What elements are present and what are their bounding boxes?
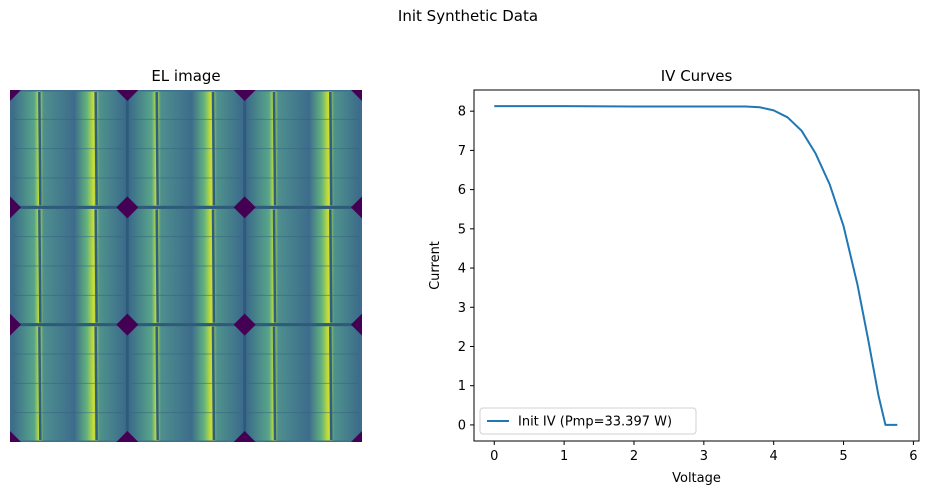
y-tick-label: 5 (458, 222, 466, 237)
el-busbar (272, 209, 277, 323)
el-corner (116, 196, 139, 219)
y-axis: 0 1 2 3 4 5 6 7 8 (458, 105, 474, 433)
el-corner (233, 313, 256, 336)
y-tick-label: 4 (458, 262, 466, 277)
el-image-title: EL image (151, 67, 221, 85)
y-tick-label: 2 (458, 340, 466, 355)
el-busbar (272, 91, 277, 206)
el-busbar (38, 209, 42, 323)
el-busbar (329, 91, 333, 206)
y-tick-label: 1 (458, 379, 466, 394)
x-axis-label: Voltage (672, 471, 721, 486)
el-corner (10, 431, 21, 442)
x-tick-label: 3 (700, 449, 708, 464)
x-tick-label: 1 (560, 449, 568, 464)
y-tick-label: 7 (458, 144, 466, 159)
x-axis: 0 1 2 3 4 5 6 (490, 441, 918, 464)
el-busbar (329, 209, 333, 323)
el-busbar (155, 209, 159, 323)
el-corner (351, 431, 362, 442)
figure-title: Init Synthetic Data (397, 7, 539, 25)
el-busbar (94, 91, 98, 206)
el-busbar (211, 326, 216, 441)
x-tick-label: 4 (770, 449, 778, 464)
el-corner (116, 431, 139, 442)
y-axis-label: Current (428, 241, 443, 290)
el-busbar (211, 209, 216, 323)
el-corner (10, 313, 21, 336)
el-busbar (272, 326, 277, 441)
x-tick-label: 2 (630, 449, 638, 464)
x-tick-label: 6 (909, 449, 917, 464)
el-image (10, 90, 362, 442)
el-corner (116, 90, 139, 101)
el-busbar (155, 91, 159, 206)
iv-chart-title: IV Curves (660, 67, 733, 85)
x-tick-label: 0 (490, 449, 498, 464)
y-tick-label: 3 (458, 301, 466, 316)
el-busbar (211, 91, 216, 206)
el-busbar (155, 326, 159, 441)
series-line (494, 105, 898, 426)
y-tick-label: 6 (458, 183, 466, 198)
el-corner (10, 196, 21, 219)
el-corner (351, 90, 362, 101)
y-tick-label: 0 (458, 418, 466, 433)
el-busbar (329, 326, 333, 441)
el-corner (351, 313, 362, 336)
x-tick-label: 5 (839, 449, 847, 464)
el-corner (351, 196, 362, 219)
legend-box (479, 407, 697, 435)
plot-frame (473, 89, 920, 442)
el-busbar (38, 326, 42, 441)
el-corner (116, 313, 139, 336)
legend: Init IV (Pmp=33.397 W) (479, 407, 697, 435)
el-busbar (94, 209, 98, 323)
el-busbar (94, 326, 98, 441)
el-corner (233, 196, 256, 219)
el-corner (233, 90, 256, 101)
el-corner (233, 431, 256, 442)
el-busbar (38, 91, 42, 206)
el-corner (10, 90, 21, 101)
legend-label: Init IV (Pmp=33.397 W) (518, 415, 672, 430)
y-tick-label: 8 (458, 105, 466, 120)
